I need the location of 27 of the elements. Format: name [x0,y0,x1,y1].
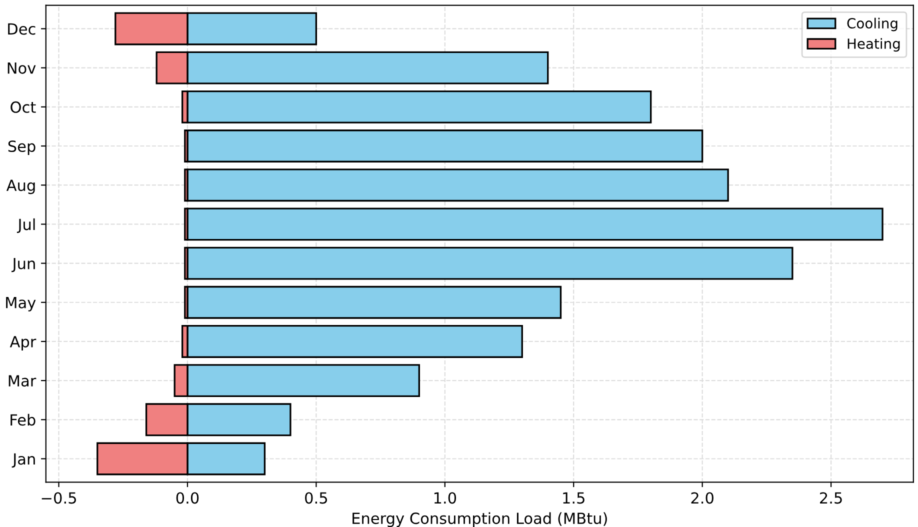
bar [186,286,562,319]
y-tick-label: Oct [10,101,36,113]
x-axis-title: Energy Consumption Load (MBtu) [352,512,607,527]
y-tick-label: Dec [8,23,36,35]
x-tick-label: −0.5 [42,492,76,504]
y-tick-label: Aug [6,180,35,194]
legend-label: Heating [848,38,900,52]
bar [186,130,704,162]
bar [186,246,794,280]
y-tick-label: May [6,297,36,312]
x-tick-label: 2.0 [691,492,714,504]
x-tick-label: 0.5 [305,492,328,504]
y-tick-label: Jun [12,258,35,272]
bar [186,208,884,241]
y-tick-label: Jan [12,453,35,468]
x-tick-label: 0.0 [176,492,199,504]
y-tick-label: Jul [16,218,35,234]
x-tick-label: 1.5 [563,492,584,504]
y-tick-label: Nov [8,62,36,74]
legend-label: Cooling [847,18,898,32]
y-tick-label: Mar [8,375,36,387]
y-tick-label: Sep [8,140,36,155]
x-tick-label: 1.0 [434,492,456,504]
x-tick-label: 2.5 [820,492,842,504]
y-tick-label: Apr [10,336,36,350]
y-tick-label: Feb [10,414,36,426]
bar [186,168,729,202]
